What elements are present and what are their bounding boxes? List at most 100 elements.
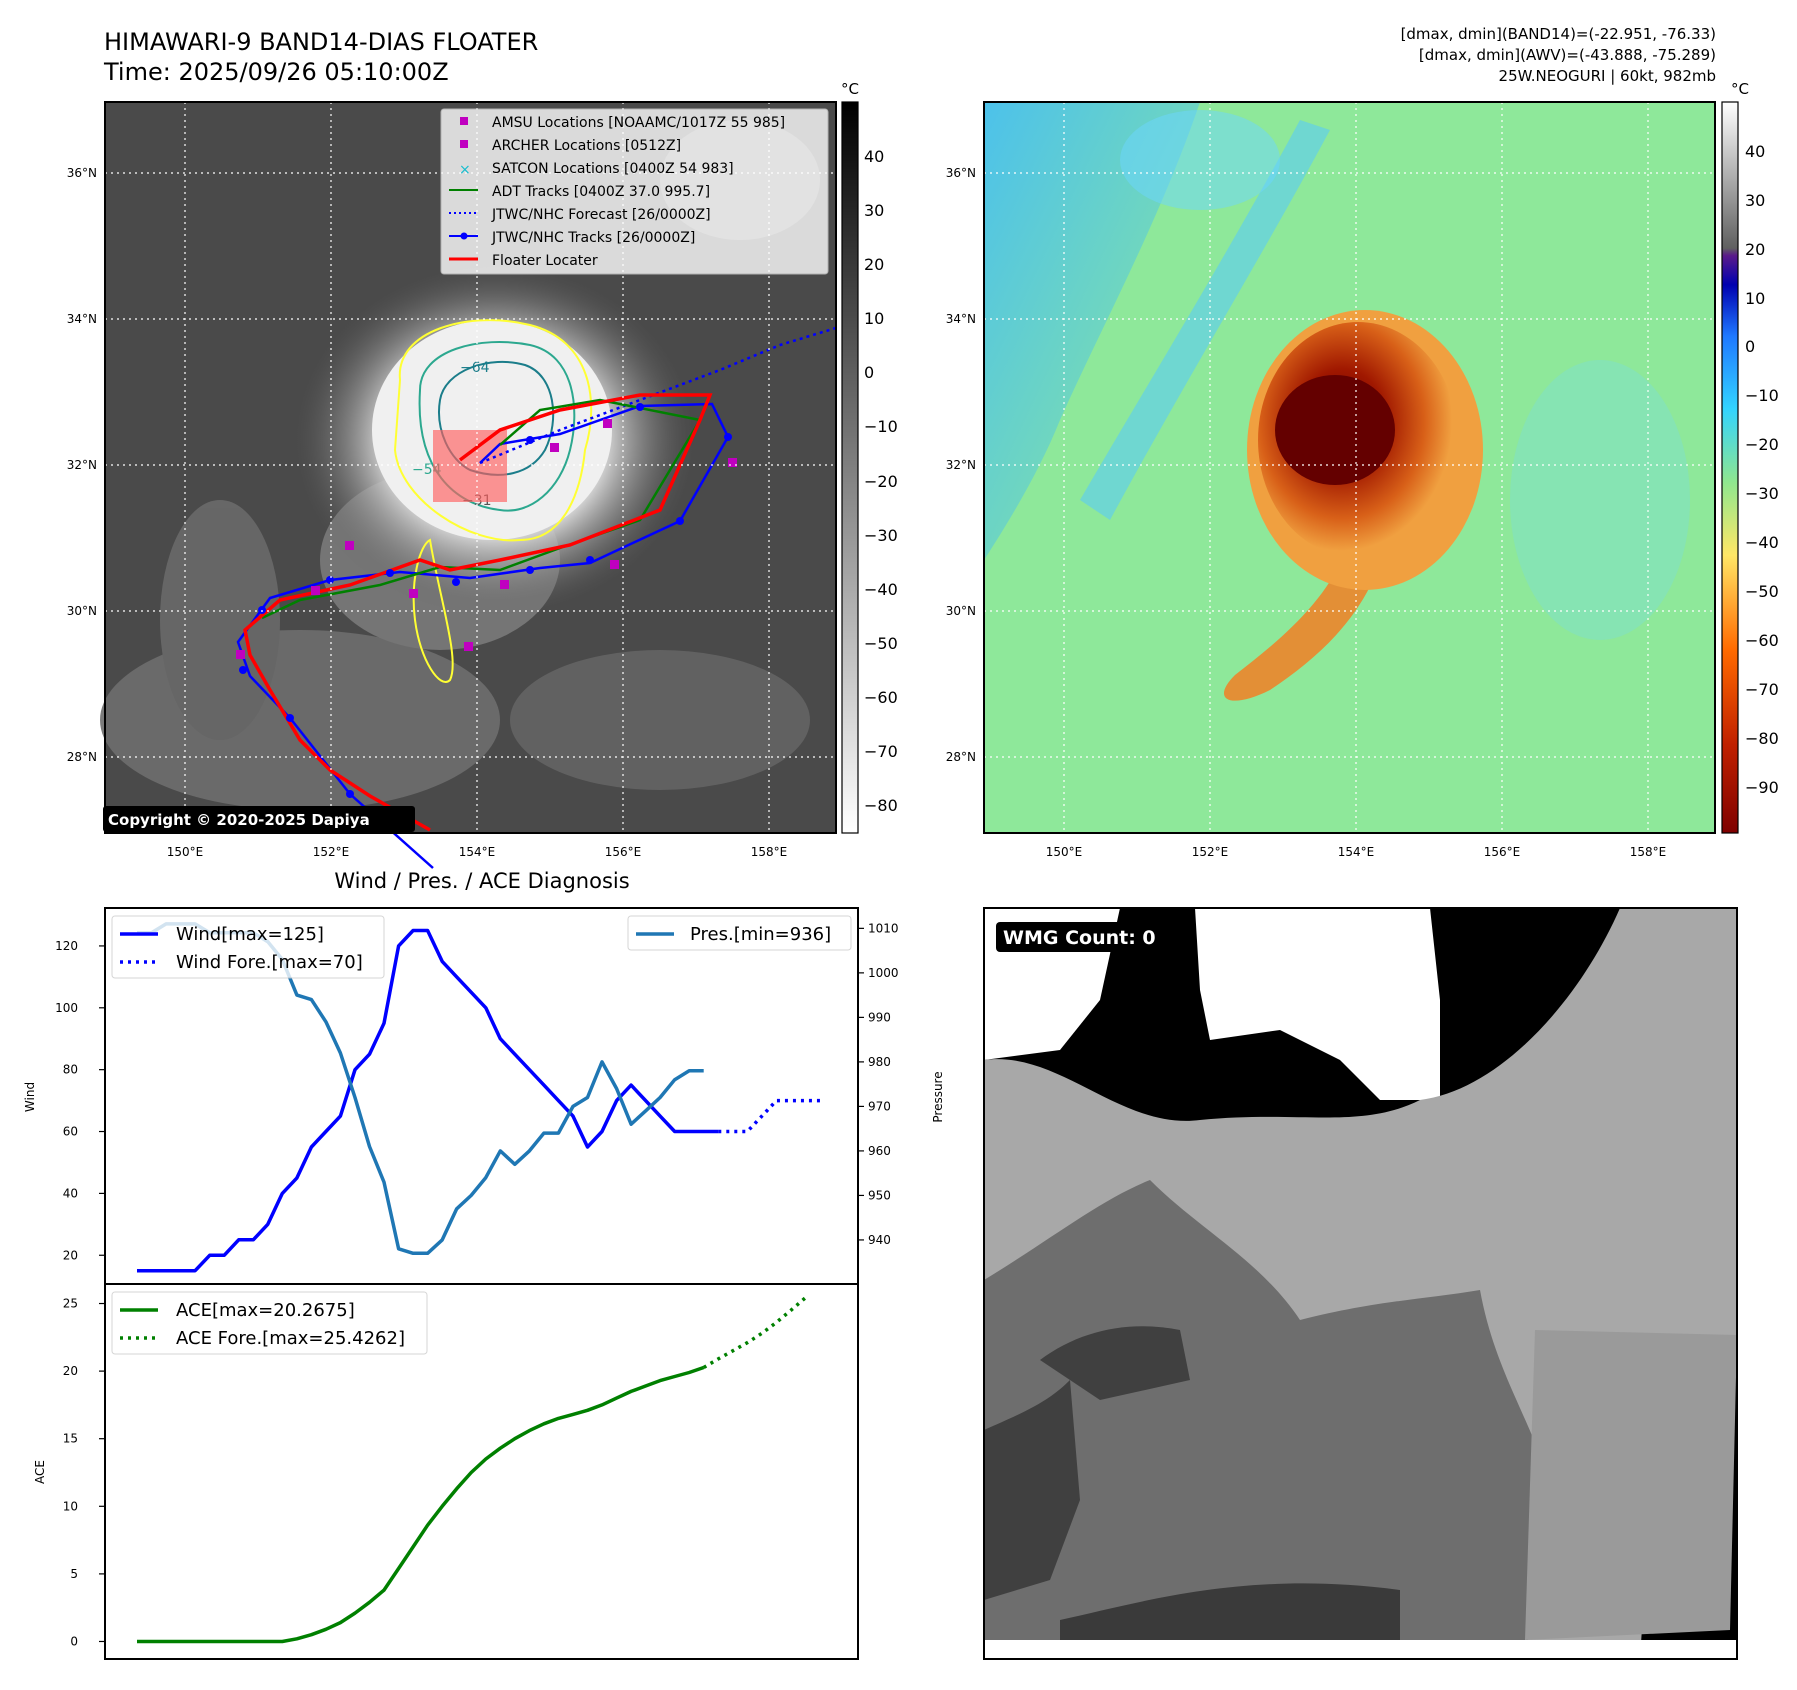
ace-legend: ACE[max=20.2675] ACE Fore.[max=25.4262] <box>111 1291 428 1355</box>
svg-text:×: × <box>459 162 471 178</box>
legend-box <box>440 108 829 275</box>
legend-item: JTWC/NHC Tracks [26/0000Z] <box>491 230 695 246</box>
pressure-axis-label: Pressure <box>931 1071 945 1122</box>
wind-tick-label: 40 <box>63 1186 78 1200</box>
map-legend: × AMSU Locations [NOAAMC/1017Z 55 985] A… <box>440 108 829 275</box>
pressure-legend-box <box>627 915 852 951</box>
lat-label: 28°N <box>946 750 976 764</box>
pressure-tick-label: 960 <box>868 1144 891 1158</box>
lon-label: 150°E <box>167 845 204 859</box>
figure-title: HIMAWARI-9 BAND14-DIAS FLOATER <box>104 28 538 56</box>
colorbar-tick: 0 <box>1745 337 1755 356</box>
wind-legend-box <box>111 915 385 979</box>
floater-locater-line <box>243 393 713 832</box>
colorbar-tick: −80 <box>1745 729 1779 748</box>
pressure-tick-label: 970 <box>868 1099 891 1113</box>
floater-box <box>433 430 507 502</box>
moisture-band <box>1080 120 1330 520</box>
ir-map-frame <box>104 101 837 834</box>
colorbar-tick: 40 <box>864 147 884 166</box>
colorbar-left-unit: °C <box>841 80 859 98</box>
lon-label: 156°E <box>605 845 642 859</box>
wmg-count-badge <box>996 922 1170 952</box>
ace-legend-box <box>111 1291 428 1355</box>
pressure-tick-label: 940 <box>868 1233 891 1247</box>
dry-air-band <box>984 102 1200 560</box>
legend-item: ACE Fore.[max=25.4262] <box>176 1328 405 1349</box>
wind-tick-label: 80 <box>63 1063 78 1077</box>
lat-label: 32°N <box>946 458 976 472</box>
colorbar-right-ticks: 40 30 20 10 0 −10 −20 −30 −40 −50 −60 −7… <box>1745 142 1779 797</box>
legend-item: Wind[max=125] <box>176 924 324 945</box>
wind-tick-label: 100 <box>55 1001 78 1015</box>
storm-info: 25W.NEOGURI | 60kt, 982mb <box>1499 67 1716 85</box>
legend-item: AMSU Locations [NOAAMC/1017Z 55 985] <box>492 115 785 131</box>
colorbar-tick: −50 <box>864 634 898 653</box>
wmg-cleared-area <box>1195 908 1440 1100</box>
wind-tick-label: 120 <box>55 939 78 953</box>
lat-label: 28°N <box>67 750 97 764</box>
diag-title: Wind / Pres. / ACE Diagnosis <box>334 869 629 893</box>
wind-tick-label: 20 <box>63 1248 78 1262</box>
colorbar-right: °C 40 30 20 10 0 −10 −20 −30 −40 −50 −60… <box>1721 80 1779 834</box>
colorbar-tick: −20 <box>864 472 898 491</box>
ir-cloud-texture <box>100 120 820 810</box>
legend-item: ARCHER Locations [0512Z] <box>492 138 681 154</box>
awv-map: 36°N 34°N 32°N 30°N 28°N 150°E 152°E 154… <box>946 101 1716 859</box>
ir-map: −64 −54 −31 <box>67 101 837 869</box>
lon-label: 152°E <box>313 845 350 859</box>
colorbar-tick: −10 <box>864 417 898 436</box>
colorbar-tick: 20 <box>1745 240 1765 259</box>
colorbar-tick: −70 <box>1745 680 1779 699</box>
colorbar-tick: −40 <box>864 580 898 599</box>
pressure-tick-label: 1000 <box>868 966 899 980</box>
storm-core <box>1223 310 1483 701</box>
ace-series <box>137 1296 807 1644</box>
legend-item: Floater Locater <box>492 253 598 269</box>
colorbar-right-scale <box>1721 101 1739 834</box>
legend-item: ACE[max=20.2675] <box>176 1300 355 1321</box>
colorbar-tick: −60 <box>864 688 898 707</box>
wind-y-axis: 20 40 60 80 100 120 <box>55 939 105 1262</box>
colorbar-tick: −50 <box>1745 582 1779 601</box>
best-track-line <box>236 402 730 869</box>
colorbar-tick: 40 <box>1745 142 1765 161</box>
legend-item: SATCON Locations [0400Z 54 983] <box>492 161 734 177</box>
colorbar-tick: 30 <box>864 201 884 220</box>
legend-item: JTWC/NHC Forecast [26/0000Z] <box>491 207 711 223</box>
colorbar-tick: 10 <box>1745 289 1765 308</box>
series-line-ace-forecast <box>702 1296 807 1370</box>
lat-label: 30°N <box>67 604 97 618</box>
legend-item: Pres.[min=936] <box>690 924 831 945</box>
colorbar-tick: −60 <box>1745 631 1779 650</box>
colorbar-tick: −40 <box>1745 533 1779 552</box>
colorbar-left-scale <box>841 101 859 834</box>
stats-awv: [dmax, dmin](AWV)=(-43.888, -75.289) <box>1419 46 1716 64</box>
awv-map-gridlines <box>984 102 1715 833</box>
contour-label: −64 <box>460 360 490 376</box>
lon-label: 154°E <box>459 845 496 859</box>
colorbar-tick: −80 <box>864 796 898 815</box>
colorbar-left: °C 40 30 20 10 0 −10 −20 −30 −40 −50 −60… <box>841 80 898 834</box>
ace-tick-label: 15 <box>63 1432 78 1446</box>
ace-y-axis: 0 5 10 15 20 25 <box>63 1297 105 1648</box>
colorbar-tick: −30 <box>1745 484 1779 503</box>
lon-label: 152°E <box>1192 845 1229 859</box>
colorbar-tick: −20 <box>1745 435 1779 454</box>
stats-band14: [dmax, dmin](BAND14)=(-22.951, -76.33) <box>1401 25 1716 43</box>
pressure-tick-label: 980 <box>868 1055 891 1069</box>
lon-label: 158°E <box>1630 845 1667 859</box>
wmg-panel: WMG Count: 0 <box>983 907 1738 1660</box>
pressure-tick-label: 990 <box>868 1010 891 1024</box>
lon-label: 150°E <box>1046 845 1083 859</box>
best-track-points <box>239 403 732 798</box>
colorbar-tick: 0 <box>864 363 874 382</box>
lon-label: 158°E <box>751 845 788 859</box>
colorbar-tick: 10 <box>864 309 884 328</box>
ace-tick-label: 0 <box>70 1634 78 1648</box>
legend-item: ADT Tracks [0400Z 37.0 995.7] <box>492 184 710 200</box>
lat-label: 34°N <box>946 312 976 326</box>
wind-axis-label: Wind <box>23 1082 37 1112</box>
colorbar-tick: 20 <box>864 255 884 274</box>
